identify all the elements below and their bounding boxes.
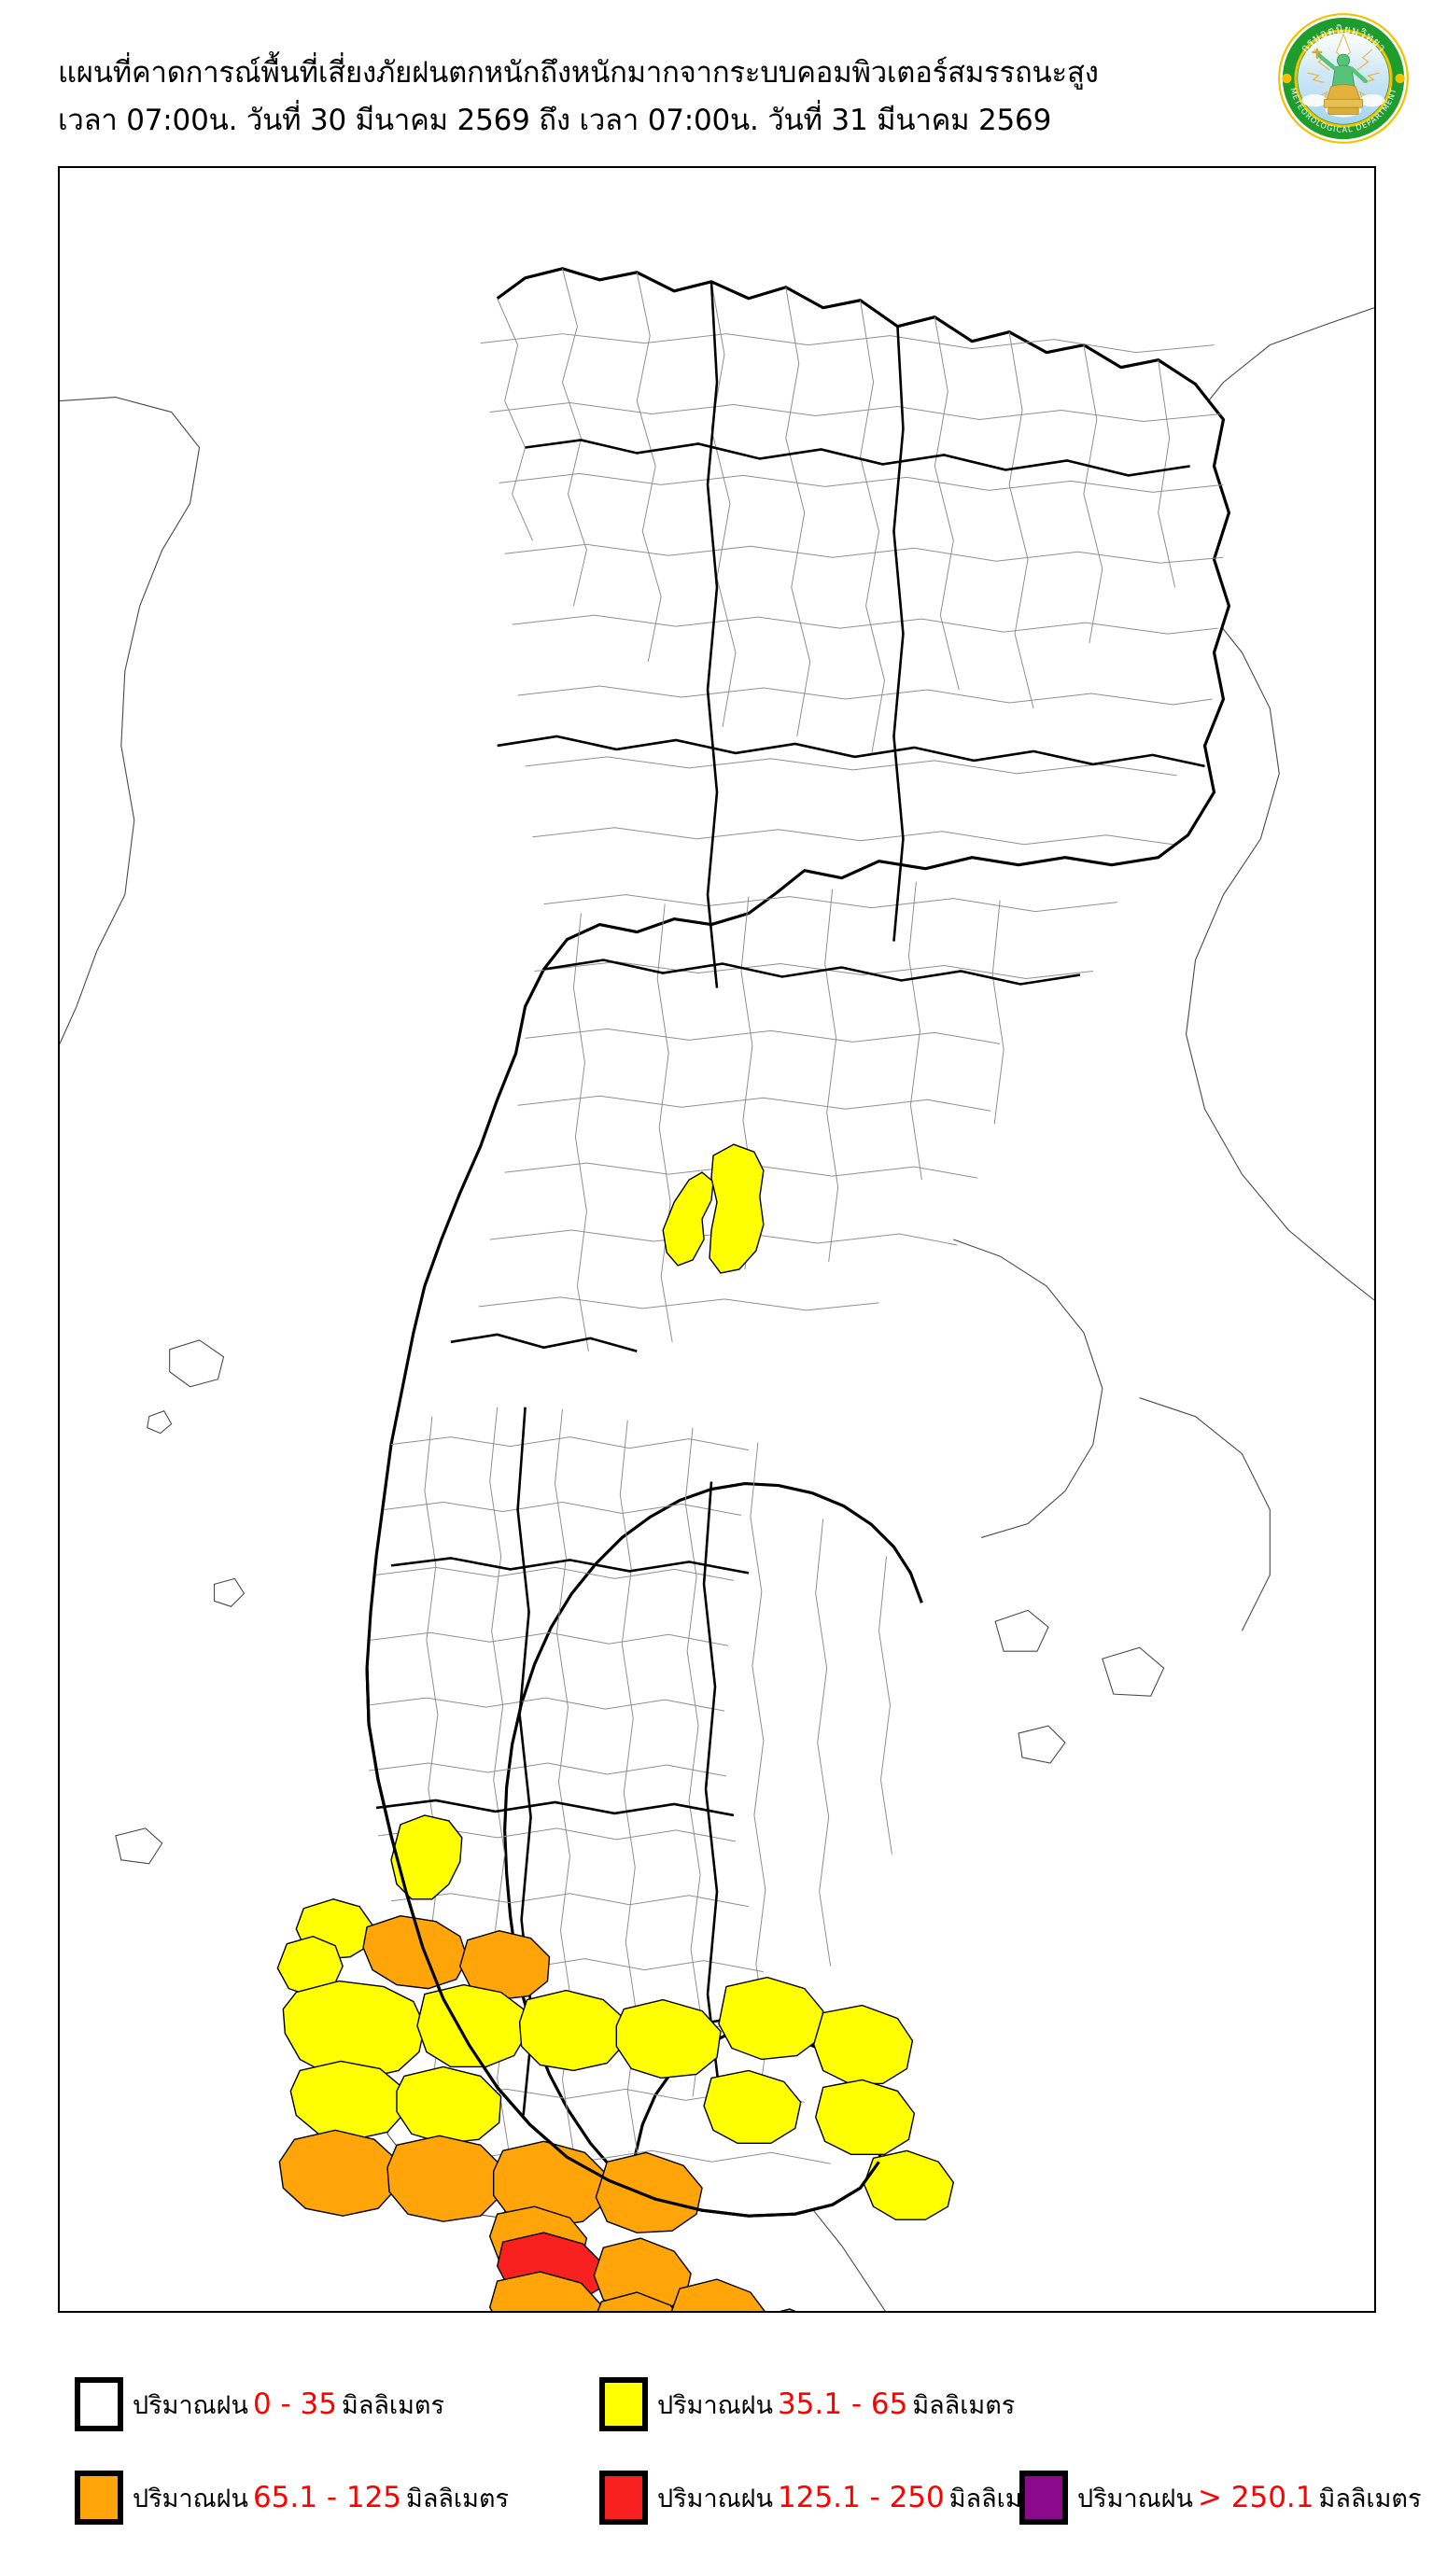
map-legend: ปริมาณฝน 0 - 35 มิลลิเมตร ปริมาณฝน 35.1 … [58, 2361, 1421, 2548]
legend-row-2: ปริมาณฝน 65.1 - 125 มิลลิเมตร ปริมาณฝน 1… [58, 2462, 1421, 2533]
legend-swatch-red [599, 2471, 648, 2525]
province-highlight [278, 2129, 398, 2217]
page-header: แผนที่คาดการณ์พื้นที่เสี่ยงภัยฝนตกหนักถึ… [0, 0, 1433, 159]
province-highlight [812, 2004, 914, 2085]
legend-prefix: ปริมาณฝน [133, 2484, 248, 2513]
legend-range: 125.1 - 250 [777, 2480, 945, 2514]
neighbour-outlines [60, 307, 1374, 2311]
legend-swatch-white [75, 2377, 123, 2431]
legend-item-65-125mm: ปริมาณฝน 65.1 - 125 มิลลิเมตร [75, 2465, 509, 2530]
province-boundaries [367, 268, 1224, 2164]
legend-row-1: ปริมาณฝน 0 - 35 มิลลิเมตร ปริมาณฝน 35.1 … [58, 2369, 1384, 2440]
legend-range: > 250.1 [1197, 2480, 1314, 2514]
page-title-line-1: แผนที่คาดการณ์พื้นที่เสี่ยงภัยฝนตกหนักถึ… [58, 56, 1099, 90]
highlight-central-east [662, 1143, 765, 1274]
legend-range: 65.1 - 125 [252, 2480, 402, 2514]
province-highlight [289, 2060, 405, 2141]
legend-prefix: ปริมาณฝน [133, 2390, 248, 2420]
legend-item-125-250mm: ปริมาณฝน 125.1 - 250 มิลลิเมตร [599, 2465, 1052, 2530]
province-highlight [863, 2149, 955, 2220]
legend-range: 35.1 - 65 [777, 2387, 908, 2421]
province-highlight [386, 2135, 504, 2222]
legend-label-35-65mm: ปริมาณฝน 35.1 - 65 มิลลิเมตร [657, 2385, 1015, 2425]
legend-item-over-250mm: ปริมาณฝน > 250.1 มิลลิเมตร [1019, 2465, 1421, 2530]
legend-unit: มิลลิเมตร [1318, 2484, 1422, 2513]
region-boundaries [375, 281, 1205, 2116]
highlight-upper-south [390, 1814, 463, 1900]
legend-label-125-250mm: ปริมาณฝน 125.1 - 250 มิลลิเมตร [657, 2478, 1052, 2518]
province-highlight [703, 2069, 802, 2145]
province-highlight [518, 1989, 625, 2072]
province-highlight [416, 1983, 528, 2068]
legend-range: 0 - 35 [252, 2387, 338, 2421]
legend-label-65-125mm: ปริมาณฝน 65.1 - 125 มิลลิเมตร [133, 2478, 509, 2518]
province-highlight [488, 2271, 603, 2311]
highlight-mid-south-yellow [282, 1976, 955, 2220]
legend-swatch-purple [1019, 2471, 1068, 2525]
province-highlight [282, 1980, 426, 2079]
province-highlight [814, 2079, 916, 2155]
page-title-line-2: เวลา 07:00น. วันที่ 30 มีนาคม 2569 ถึง เ… [58, 104, 1052, 137]
legend-prefix: ปริมาณฝน [657, 2484, 773, 2513]
province-highlight [597, 2291, 676, 2311]
legend-item-35-65mm: ปริมาณฝน 35.1 - 65 มิลลิเมตร [599, 2372, 1015, 2437]
legend-unit: มิลลิเมตร [342, 2390, 444, 2420]
legend-label-over-250mm: ปริมาณฝน > 250.1 มิลลิเมตร [1077, 2478, 1421, 2518]
legend-unit: มิลลิเมตร [406, 2484, 509, 2513]
department-logo: กรมอุตุนิยมวิทยา METEOROLOGICAL DEPARTME… [1276, 11, 1411, 146]
legend-swatch-yellow [599, 2377, 648, 2431]
province-highlight [615, 1998, 722, 2079]
province-highlight [709, 1143, 765, 1274]
province-highlight [595, 2151, 703, 2233]
province-highlight [396, 2065, 502, 2145]
national-border-overlay [365, 1668, 880, 2218]
province-highlight [662, 1171, 714, 1267]
legend-prefix: ปริมาณฝน [1077, 2484, 1193, 2513]
province-highlight [670, 2278, 766, 2311]
province-highlight [459, 1929, 551, 2001]
legend-prefix: ปริมาณฝน [657, 2390, 773, 2420]
map-frame [58, 166, 1376, 2313]
province-highlight [779, 2308, 796, 2311]
legend-label-0-35mm: ปริมาณฝน 0 - 35 มิลลิเมตร [133, 2385, 444, 2425]
legend-swatch-orange [75, 2471, 123, 2525]
highlight-lower-south [488, 2205, 796, 2311]
legend-unit: มิลลิเมตร [912, 2390, 1016, 2420]
thailand-rainfall-map [60, 267, 1374, 2311]
highlight-andaman-upper [276, 1898, 551, 2001]
province-highlight [718, 1976, 824, 2061]
province-highlight [390, 1814, 463, 1900]
legend-item-0-35mm: ปริมาณฝน 0 - 35 มิลลิเมตร [75, 2372, 444, 2437]
province-highlight [362, 1915, 469, 1990]
